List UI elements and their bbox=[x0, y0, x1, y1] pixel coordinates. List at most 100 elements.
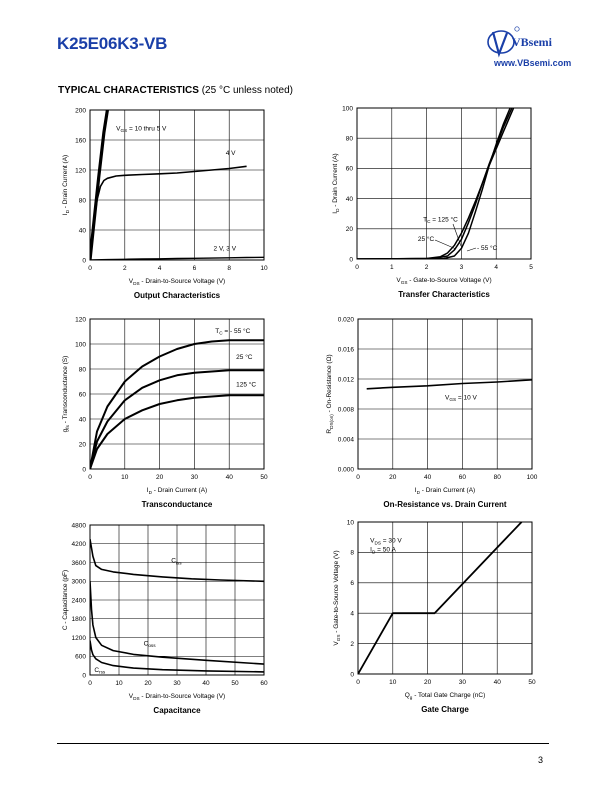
x-tick-label: 100 bbox=[527, 474, 538, 481]
x-tick-label: 60 bbox=[459, 474, 467, 481]
x-tick-label: 20 bbox=[156, 474, 164, 481]
annotation-label: VGS = 10 thru 5 V bbox=[116, 125, 167, 133]
vbsemi-logo bbox=[487, 26, 520, 58]
annotation-label: ID = 50 A bbox=[370, 547, 396, 555]
plot-frame bbox=[89, 524, 265, 676]
y-tick-label: 8 bbox=[350, 550, 354, 557]
annotation-label: 125 °C bbox=[236, 381, 256, 389]
y-tick-label: 10 bbox=[347, 519, 355, 526]
plot-frame bbox=[89, 109, 265, 261]
section-title-note: (25 °C unless noted) bbox=[198, 85, 293, 96]
series-line bbox=[366, 379, 532, 390]
plot-frame bbox=[357, 521, 533, 675]
annotation-label: TC = - 55 °C bbox=[215, 327, 250, 336]
y-tick-label: 0 bbox=[82, 257, 86, 264]
x-tick-label: 0 bbox=[356, 474, 360, 481]
chart-title: Output Characteristics bbox=[134, 291, 221, 300]
plot-frame bbox=[357, 318, 533, 470]
x-tick-label: 2 bbox=[425, 264, 429, 271]
y-tick-label: 40 bbox=[346, 196, 354, 203]
y-tick-label: 4 bbox=[350, 611, 354, 618]
y-tick-label: 0 bbox=[349, 256, 353, 263]
chart-title: Capacitance bbox=[153, 706, 201, 715]
y-tick-label: 0.012 bbox=[338, 376, 355, 383]
chart-onres: 0 20 40 60 80 100 0.000 0.004 0.008 0.012 0.016 0.0… bbox=[326, 316, 538, 509]
y-tick-label: 40 bbox=[79, 416, 87, 423]
section-title: TYPICAL CHARACTERISTICS (25 °C unless no… bbox=[58, 85, 293, 96]
y-axis-label: gfs - Transconductance (S) bbox=[62, 356, 70, 433]
x-axis-label: ID - Drain Current (A) bbox=[147, 487, 207, 495]
chart-title: Transconductance bbox=[142, 500, 213, 509]
x-tick-label: 30 bbox=[173, 680, 181, 687]
y-tick-label: 0.000 bbox=[338, 466, 355, 473]
x-tick-label: 50 bbox=[231, 680, 239, 687]
x-tick-label: 0 bbox=[356, 679, 360, 686]
y-tick-label: 0.004 bbox=[338, 436, 355, 443]
series-line bbox=[357, 108, 511, 259]
annotation-label: Ciss bbox=[171, 558, 182, 566]
chart-gatecharge: 0 10 20 30 40 50 0 2 4 6 8 10 Qg - Total Gate Charge… bbox=[333, 519, 536, 714]
part-number: K25E06K3-VB bbox=[57, 34, 168, 53]
x-tick-label: 40 bbox=[226, 474, 234, 481]
chart-transfer: 0 1 2 3 4 5 0 20 40 60 80 100 VGS - Gate-to-Source V… bbox=[332, 105, 533, 299]
x-tick-label: 20 bbox=[424, 679, 432, 686]
plot-frame bbox=[89, 318, 265, 470]
leader-line bbox=[434, 239, 457, 250]
x-tick-label: 40 bbox=[494, 679, 502, 686]
x-axis-label: VDS - Drain-to-Source Voltage (V) bbox=[129, 693, 225, 701]
x-tick-label: 30 bbox=[191, 474, 199, 481]
y-tick-label: 100 bbox=[75, 341, 86, 348]
page-number: 3 bbox=[538, 755, 544, 765]
x-tick-label: 6 bbox=[193, 265, 197, 272]
brand-name: VBsemi bbox=[512, 35, 552, 49]
x-axis-label: VGS - Gate-to-Source Voltage (V) bbox=[396, 277, 491, 285]
y-tick-label: 120 bbox=[75, 316, 86, 323]
y-tick-label: 2 bbox=[350, 641, 354, 648]
y-tick-label: 0 bbox=[82, 672, 86, 679]
x-tick-label: 20 bbox=[389, 474, 397, 481]
y-tick-label: 40 bbox=[79, 227, 87, 234]
x-axis-label: ID - Drain Current (A) bbox=[415, 487, 475, 495]
series-line bbox=[90, 165, 247, 260]
annotation-label: Crss bbox=[94, 667, 106, 675]
y-axis-label: C - Capacitance (pF) bbox=[62, 570, 69, 630]
x-tick-label: 40 bbox=[424, 474, 432, 481]
x-tick-label: 50 bbox=[528, 679, 536, 686]
x-tick-label: 10 bbox=[389, 679, 397, 686]
annotation-label: Coss bbox=[144, 640, 157, 648]
x-axis-label: VDS - Drain-to-Source Voltage (V) bbox=[129, 278, 225, 286]
x-tick-label: 5 bbox=[529, 264, 533, 271]
annotation-label: TC = 125 °C bbox=[423, 215, 458, 224]
y-tick-label: 100 bbox=[342, 105, 353, 112]
series-line bbox=[90, 369, 264, 469]
x-tick-label: 40 bbox=[202, 680, 210, 687]
y-axis-label: VGS - Gate-to-Source Voltage (V) bbox=[333, 550, 341, 645]
y-tick-label: 4200 bbox=[72, 541, 87, 548]
annotation-label: 25 °C bbox=[418, 235, 435, 243]
y-tick-label: 80 bbox=[346, 136, 354, 143]
y-axis-label: RDS(on) - On-Resistance (Ω) bbox=[326, 354, 334, 433]
chart-output: 0 2 4 6 8 10 0 40 80 120 160 200 VDS - Drain-to-Sour… bbox=[62, 107, 268, 300]
y-tick-label: 0.016 bbox=[338, 346, 355, 353]
transfer-leaders bbox=[434, 223, 477, 252]
y-tick-label: 0.020 bbox=[338, 316, 355, 323]
brand-url[interactable]: www.VBsemi.com bbox=[494, 58, 572, 68]
x-tick-label: 0 bbox=[88, 680, 92, 687]
series-line bbox=[90, 640, 264, 673]
x-tick-label: 4 bbox=[494, 264, 498, 271]
y-axis-label: ID - Drain Current (A) bbox=[332, 153, 340, 213]
x-tick-label: 80 bbox=[494, 474, 502, 481]
annotation-label: 25 °C bbox=[236, 353, 253, 361]
y-tick-label: 3000 bbox=[72, 579, 87, 586]
footer-divider bbox=[57, 743, 549, 744]
x-tick-label: 0 bbox=[355, 264, 359, 271]
x-axis-label: Qg - Total Gate Charge (nC) bbox=[405, 692, 486, 700]
y-tick-label: 2400 bbox=[72, 597, 87, 604]
x-tick-label: 30 bbox=[459, 679, 467, 686]
x-tick-label: 50 bbox=[260, 474, 268, 481]
x-tick-label: 2 bbox=[123, 265, 127, 272]
y-tick-label: 200 bbox=[75, 107, 86, 114]
x-tick-label: 10 bbox=[121, 474, 129, 481]
annotation-label: 4 V bbox=[226, 150, 236, 157]
series-line bbox=[90, 581, 264, 665]
